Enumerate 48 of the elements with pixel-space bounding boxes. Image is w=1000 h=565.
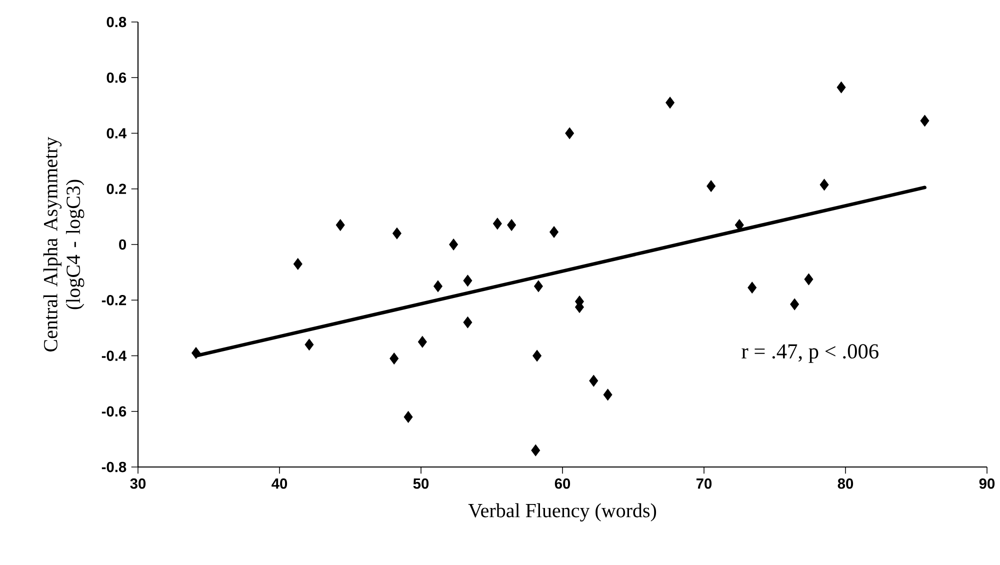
y-tick-label: -0.4	[102, 350, 127, 361]
x-tick-label: 50	[413, 478, 429, 489]
point	[804, 273, 814, 286]
point	[531, 444, 540, 456]
point	[463, 274, 472, 287]
y-tick-label: 0.6	[106, 72, 126, 83]
point	[790, 298, 800, 310]
point	[304, 338, 314, 350]
point	[820, 178, 829, 191]
y-axis-title: Central Alpha Asymmetry (logC4 - logC3)	[43, 136, 84, 352]
point	[706, 180, 716, 192]
point	[434, 280, 442, 292]
x-tick-label: 60	[554, 478, 570, 489]
x-tick-label: 70	[696, 478, 712, 489]
point	[589, 374, 598, 387]
point	[390, 352, 399, 364]
x-tick-label: 90	[979, 478, 995, 489]
point	[507, 219, 516, 231]
point	[392, 228, 402, 240]
point	[418, 336, 427, 348]
y-tick-label: 0.4	[106, 128, 127, 138]
point	[336, 219, 345, 231]
point	[836, 82, 846, 94]
point	[404, 411, 413, 423]
point	[492, 218, 502, 230]
point	[463, 316, 472, 328]
y-tick-label: 0.2	[106, 184, 126, 194]
point	[666, 96, 675, 109]
y-tick-label: -0.8	[102, 462, 126, 472]
point	[603, 388, 612, 401]
point	[192, 347, 200, 359]
point	[534, 280, 543, 292]
point	[565, 127, 574, 140]
x-tick-label: 80	[838, 478, 854, 489]
point	[449, 238, 458, 250]
annotation: r = .47, p < .006	[742, 344, 878, 363]
x-axis-title: Verbal Fluency (words)	[468, 503, 656, 522]
point	[920, 114, 930, 127]
x-tick-label: 30	[130, 478, 146, 489]
y-tick-label: -0.2	[102, 294, 126, 306]
y-tick-label: 0	[119, 239, 126, 250]
point	[532, 350, 542, 362]
y-tick-label: 0.8	[106, 16, 126, 28]
point	[748, 282, 757, 294]
x-tick-label: 40	[272, 478, 288, 489]
y-tick-label: -0.6	[102, 406, 126, 417]
point	[550, 226, 558, 238]
point	[293, 258, 302, 270]
